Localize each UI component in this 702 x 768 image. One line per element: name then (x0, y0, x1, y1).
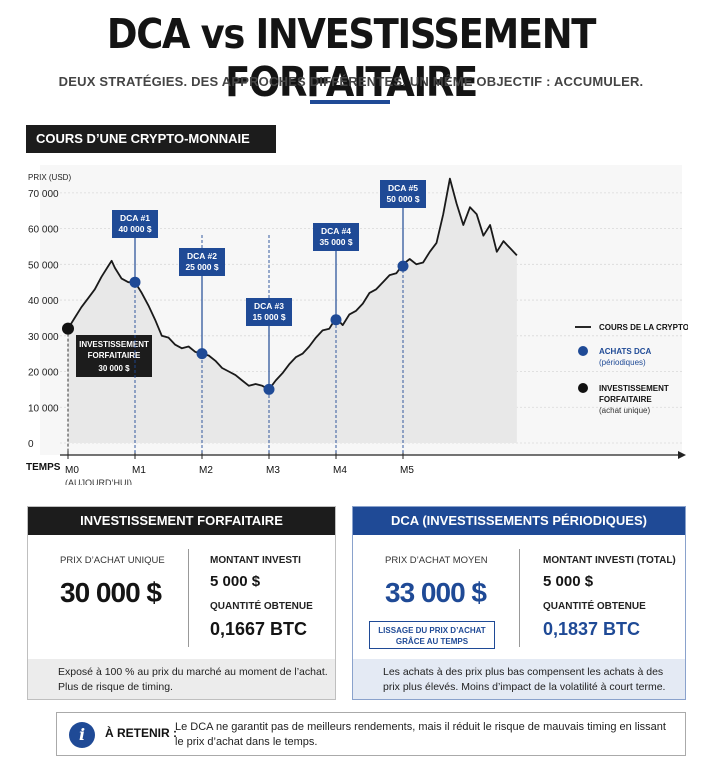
dca-panel-title: DCA (INVESTISSEMENTS PÉRIODIQUES) (353, 507, 685, 535)
lump-invested-value: 5 000 $ (210, 573, 261, 590)
lump-panel-body: PRIX D’ACHAT UNIQUE 30 000 $ MONTANT INV… (28, 535, 335, 659)
y-tick-label: 50 000 (28, 260, 59, 271)
y-tick-label: 30 000 (28, 332, 59, 343)
y-tick-label: 70 000 (28, 189, 59, 200)
lump-panel-footer: Exposé à 100 % au prix du marché au mome… (28, 659, 335, 699)
x-tick-sublabel: (AUJOURD’HUI) (65, 478, 132, 485)
dca-callout-price: 50 000 $ (386, 194, 419, 204)
legend-label: INVESTISSEMENT (599, 384, 669, 393)
lump-qty-value: 0,1667 BTC (210, 619, 308, 639)
lump-panel-title: INVESTISSEMENT FORFAITAIRE (28, 507, 335, 535)
x-tick-label: M1 (132, 465, 146, 476)
y-tick-label: 10 000 (28, 403, 59, 414)
price-area (68, 178, 517, 443)
dca-callout-label: DCA #4 (321, 226, 351, 236)
legend-sublabel: (périodiques) (599, 358, 646, 367)
takeaway-label: À RETENIR : (105, 726, 177, 740)
legend-label-cont: FORFAITAIRE (599, 395, 652, 404)
chart-title: COURS D’UNE CRYPTO-MONNAIE (26, 125, 276, 153)
dca-callout-price: 40 000 $ (118, 224, 151, 234)
dca-divider (519, 549, 520, 647)
y-tick-label: 0 (28, 439, 34, 450)
dca-qty-value: 0,1837 BTC (543, 619, 641, 639)
lump-price-label: PRIX D’ACHAT UNIQUE (60, 555, 165, 566)
dca-foot-line2: prix plus élevés. Moins d’impact de la v… (383, 681, 666, 693)
dca-panel: DCA (INVESTISSEMENTS PÉRIODIQUES) PRIX D… (352, 506, 686, 700)
lump-sum-panel: INVESTISSEMENT FORFAITAIRE PRIX D’ACHAT … (27, 506, 336, 700)
smoothing-line2: GRÂCE AU TEMPS (395, 637, 469, 646)
dca-purchase-point (263, 383, 275, 395)
dca-purchase-point (196, 348, 208, 360)
dca-invested-value: 5 000 $ (543, 573, 594, 590)
dca-foot-line1: Les achats à des prix plus bas compensen… (383, 666, 664, 678)
dca-callout-box (179, 248, 225, 276)
info-icon: i (69, 722, 95, 748)
legend-label: COURS DE LA CRYPTO (599, 323, 688, 332)
dca-purchase-point (330, 314, 342, 326)
x-tick-label: M3 (266, 465, 280, 476)
dca-callout-label: DCA #2 (187, 251, 217, 261)
lump-callout-price: 30 000 $ (98, 364, 130, 373)
dca-price-label: PRIX D’ACHAT MOYEN (385, 555, 488, 566)
dca-callout-price: 35 000 $ (319, 237, 352, 247)
dca-callout-box (313, 223, 359, 251)
x-tick-label: M4 (333, 465, 347, 476)
dca-callout-box (246, 298, 292, 326)
subtitle-underline (310, 100, 390, 104)
x-tick-label: M5 (400, 465, 414, 476)
lump-invested-label: MONTANT INVESTI (210, 555, 301, 566)
price-chart-section: 0 10 000 20 000 30 000 40 000 50 000 60 000 70 … (20, 125, 688, 485)
smoothing-line1: LISSAGE DU PRIX D’ACHAT (378, 626, 486, 635)
dca-callout-box (380, 180, 426, 208)
dca-callout-price: 25 000 $ (185, 262, 218, 272)
dca-callout-price: 15 000 $ (252, 312, 285, 322)
takeaway-note: i À RETENIR : Le DCA ne garantit pas de … (56, 712, 686, 756)
dca-purchase-point (397, 260, 409, 272)
lump-price-value: 30 000 $ (60, 577, 162, 608)
takeaway-text: Le DCA ne garantit pas de meilleurs rend… (175, 721, 666, 748)
dca-panel-body: PRIX D’ACHAT MOYEN 33 000 $ LISSAGE DU P… (353, 535, 685, 659)
dca-callout-label: DCA #1 (120, 213, 150, 223)
x-axis-label: TEMPS (26, 462, 61, 473)
y-tick-label: 20 000 (28, 368, 59, 379)
y-tick-label: 40 000 (28, 296, 59, 307)
lump-callout-label-1: INVESTISSEMENT (79, 340, 149, 349)
page-subtitle: DEUX STRATÉGIES. DES APPROCHES DIFFÉRENT… (58, 74, 644, 89)
legend-lump-swatch (578, 383, 588, 393)
lump-callout-box (76, 335, 152, 377)
lump-foot-line1: Exposé à 100 % au prix du marché au mome… (58, 666, 328, 678)
page-title: DCA vs INVESTISSEMENT FORFAITAIRE (106, 10, 597, 106)
dca-purchase-point (129, 276, 141, 288)
legend-label: ACHATS DCA (599, 347, 652, 356)
y-axis-label: PRIX (USD) (28, 173, 71, 182)
lump-divider (188, 549, 189, 647)
legend-dca-swatch (578, 346, 588, 356)
dca-invested-label: MONTANT INVESTI (TOTAL) (543, 555, 676, 566)
dca-price-value: 33 000 $ (385, 577, 487, 608)
price-chart: 0 10 000 20 000 30 000 40 000 50 000 60 000 70 … (26, 165, 688, 485)
smoothing-badge: LISSAGE DU PRIX D’ACHAT GRÂCE AU TEMPS (369, 621, 495, 649)
lump-callout-label-2: FORFAITAIRE (88, 351, 141, 360)
dca-qty-label: QUANTITÉ OBTENUE (543, 601, 646, 612)
lump-foot-line2: Plus de risque de timing. (58, 681, 173, 693)
y-tick-label: 60 000 (28, 225, 59, 236)
dca-callout-box (112, 210, 158, 238)
lump-purchase-point (62, 322, 74, 335)
lump-qty-label: QUANTITÉ OBTENUE (210, 601, 313, 612)
dca-callout-label: DCA #5 (388, 183, 418, 193)
x-tick-label: M2 (199, 465, 213, 476)
x-tick-label: M0 (65, 465, 79, 476)
dca-panel-footer: Les achats à des prix plus bas compensen… (353, 659, 685, 699)
x-axis-arrow (678, 451, 686, 459)
legend-sublabel: (achat unique) (599, 406, 650, 415)
dca-callout-label: DCA #3 (254, 301, 284, 311)
